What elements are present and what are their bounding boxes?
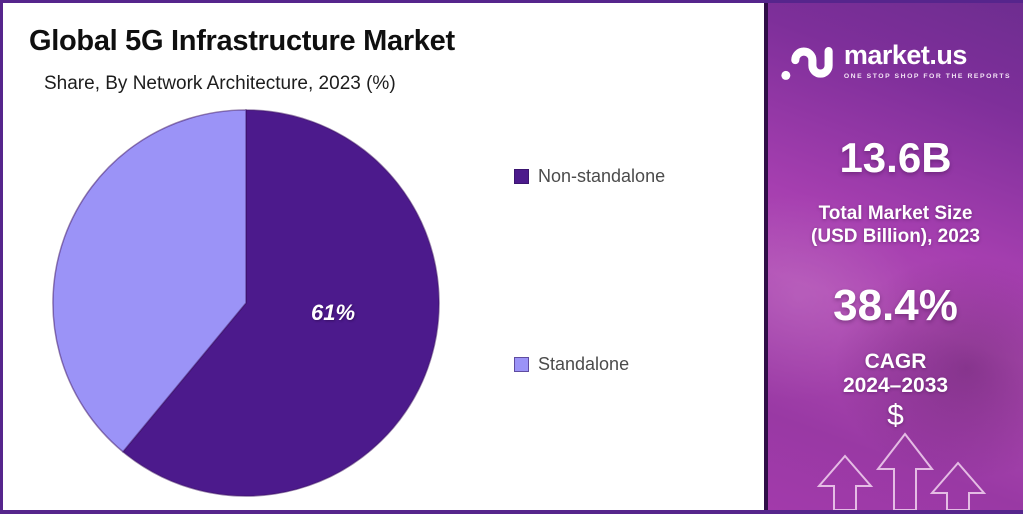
cagr-label: CAGR 2024–2033 — [768, 350, 1023, 398]
brand-name: market.us — [843, 40, 968, 70]
legend-label-non-standalone: Non-standalone — [538, 166, 666, 186]
up-arrow-middle — [875, 432, 935, 510]
chart-subtitle: Share, By Network Architecture, 2023 (%) — [44, 73, 396, 94]
growth-arrows-icon — [816, 432, 987, 510]
total-market-size-label-line1: Total Market Size — [818, 203, 973, 224]
up-arrow-right — [929, 461, 987, 510]
pie-slice-data-label: 61% — [311, 300, 356, 325]
dollar-icon: $ — [887, 399, 904, 432]
marketus-logo-icon — [781, 47, 833, 80]
page-title: Global 5G Infrastructure Market — [29, 25, 455, 57]
total-market-size-value: 13.6B — [839, 134, 952, 181]
legend-label-standalone: Standalone — [538, 354, 630, 374]
legend-item-non-standalone: Non-standalone — [514, 166, 665, 187]
chart-panel: Global 5G Infrastructure Market Share, B… — [3, 3, 764, 510]
cagr-label-line1: CAGR — [864, 350, 927, 373]
total-market-size-label: Total Market Size (USD Billion), 2023 — [768, 202, 1023, 248]
legend-swatch-standalone — [514, 357, 529, 372]
cagr-value: 38.4% — [833, 281, 958, 330]
brand-tagline: ONE STOP SHOP FOR THE REPORTS — [843, 73, 1012, 80]
pie-chart — [52, 109, 440, 497]
legend-item-standalone: Standalone — [514, 354, 629, 375]
pie-slice-non-standalone — [121, 109, 440, 497]
pie-slice-standalone — [52, 109, 247, 453]
total-market-size-label-line2: (USD Billion), 2023 — [811, 226, 980, 248]
marketus-logo: market.us ONE STOP SHOP FOR THE REPORTS — [768, 37, 1023, 85]
up-arrow-left — [816, 454, 874, 510]
legend-swatch-non-standalone — [514, 169, 529, 184]
sidebar: market.us ONE STOP SHOP FOR THE REPORTS … — [764, 3, 1023, 510]
cagr-label-line2: 2024–2033 — [842, 374, 949, 398]
marketus-logo-text: market.us ONE STOP SHOP FOR THE REPORTS — [843, 40, 1012, 81]
